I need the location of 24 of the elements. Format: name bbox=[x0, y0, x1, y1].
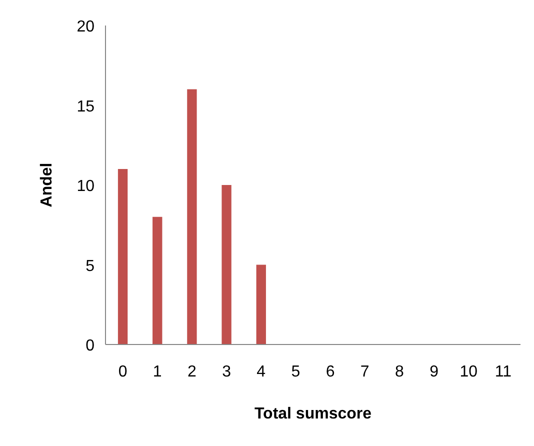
x-tick-label: 5 bbox=[291, 364, 300, 380]
x-tick-label: 9 bbox=[430, 364, 439, 380]
x-tick-label: 8 bbox=[395, 364, 404, 380]
bar bbox=[118, 169, 128, 344]
x-tick-label: 0 bbox=[118, 364, 128, 380]
y-tick-label: 0 bbox=[86, 338, 95, 354]
x-tick-label: 11 bbox=[494, 364, 512, 380]
x-tick-label: 6 bbox=[326, 364, 335, 380]
y-tick-label: 15 bbox=[76, 98, 95, 116]
x-tick-label: 1 bbox=[152, 364, 162, 380]
x-tick-label: 10 bbox=[460, 364, 478, 380]
y-tick-label: 20 bbox=[76, 18, 95, 36]
bar bbox=[152, 216, 162, 344]
bar bbox=[256, 264, 266, 344]
bar bbox=[222, 185, 232, 344]
y-axis-title: Andel bbox=[38, 162, 56, 208]
y-tick-label: 5 bbox=[86, 258, 95, 275]
x-tick-label: 3 bbox=[222, 364, 232, 380]
x-tick-label: 4 bbox=[256, 364, 266, 380]
x-tick-label: 7 bbox=[360, 364, 370, 380]
x-tick-label: 2 bbox=[188, 364, 197, 380]
bar bbox=[187, 89, 197, 344]
x-axis-title: Total sumscore bbox=[254, 406, 372, 422]
y-tick-label: 10 bbox=[76, 178, 95, 195]
